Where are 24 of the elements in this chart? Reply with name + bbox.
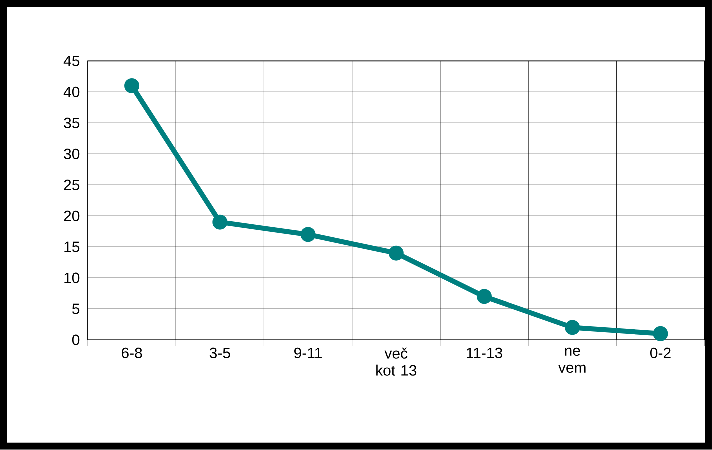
point (565, 320, 580, 336)
y-tick-label: 20 (64, 210, 80, 222)
x-tick-label: 9-11 (294, 348, 322, 358)
point (388, 246, 404, 261)
point (124, 78, 140, 94)
point (300, 227, 316, 242)
x-tick-label: ne vem (558, 348, 586, 374)
x-tick-label: 3-5 (210, 348, 230, 358)
x-tick-label: 0-2 (650, 348, 671, 358)
x-tick-label: 6-8 (122, 348, 142, 358)
y-tick-label: 30 (64, 148, 80, 160)
point (477, 289, 492, 304)
y-tick-label: 35 (64, 118, 80, 128)
point (212, 214, 228, 230)
y-tick-label: 15 (64, 242, 80, 252)
y-tick-label: 45 (64, 56, 80, 66)
x-tick-label: 11-13 (467, 348, 502, 358)
y-tick-label: 25 (64, 180, 80, 190)
y-tick-label: 5 (72, 304, 80, 314)
point (653, 326, 668, 342)
y-tick-label: 10 (64, 272, 80, 284)
y-tick-label: 0 (72, 334, 80, 346)
x-tick-label: več kot 13 (376, 348, 417, 376)
y-tick-label: 40 (64, 86, 80, 98)
